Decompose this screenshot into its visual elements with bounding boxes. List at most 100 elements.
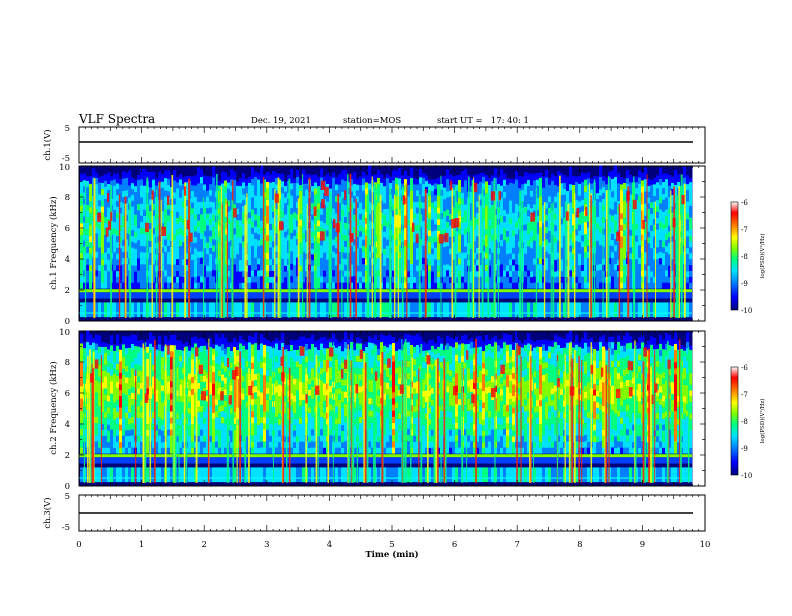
spectrogram-cell [545,190,548,196]
spectrogram-cell [317,232,320,238]
spectrogram-cell [116,224,119,230]
spectrogram-cell [143,210,146,216]
spectrogram-cell [101,342,104,347]
spectrogram-cell [107,355,110,361]
spectrogram-cell [173,270,176,276]
spectrogram-cell [95,447,98,453]
spectrogram-cell [269,259,272,265]
transient-streak [152,194,153,318]
spectrogram-cell [137,222,140,228]
spectrogram-cell [464,210,467,216]
spectrogram-cell [140,228,143,234]
spectrogram-cell [311,266,314,272]
spectrogram-cell [269,230,272,236]
ch2-spectrogram-panel: 0 2 4 6 8 10 ch.2 Frequency (kHz) [48,328,705,492]
spectrogram-cell [428,271,431,277]
spectrogram-cell [194,243,197,249]
spectrogram-cell [503,258,506,264]
spectrogram-cell [464,246,467,252]
spectrogram-cell [161,182,164,188]
spectrogram-cell [515,246,518,252]
spectrogram-cell [101,183,104,189]
spectrogram-cell [107,367,110,373]
spectrogram-cell [413,248,416,254]
spectrogram-cell [104,253,107,259]
spectrogram-cell [239,186,242,192]
spectrogram-cell [665,209,668,215]
intensity-patch [439,234,444,243]
spectrogram-cell [98,359,101,365]
spectrogram-cell [164,270,167,276]
spectrogram-cell [446,197,449,203]
spectrogram-cell [518,182,521,188]
spectrogram-cell [311,302,314,317]
spectrogram-cell [578,259,581,265]
intensity-patch [412,223,414,232]
spectrogram-cell [299,179,302,185]
spectrogram-cell [326,196,329,202]
spectrogram-cell [95,411,98,417]
transient-streak [244,205,246,318]
spectrogram-cell [116,195,119,201]
spectrogram-cell [161,385,164,391]
spectrogram-cell [113,345,116,351]
spectrogram-cell [650,254,653,260]
spectrogram-cell [527,216,530,222]
spectrogram-cell [533,198,536,204]
transient-streak [188,179,190,318]
spectrogram-cell [269,200,272,206]
spectrogram-cell [143,282,146,288]
spectrogram-cell [113,252,116,258]
transient-streak [280,200,282,318]
spectrogram-cell [545,302,548,317]
spectrogram-cell [443,282,446,288]
spectrogram-cell [86,176,89,180]
spectrogram-cell [455,176,458,185]
spectrogram-cell [80,259,83,265]
spectrogram-cell [395,239,398,245]
spectrogram-cell [506,208,509,214]
spectrogram-cell [128,371,131,377]
spectrogram-cell [656,235,659,241]
spectrogram-cell [269,265,272,271]
spectrogram-cell [191,176,194,185]
spectrogram-cell [209,213,212,219]
spectrogram-cell [311,192,314,198]
spectrogram-cell [116,335,119,346]
spectrogram-cell [656,218,659,224]
spectrogram-cell [317,203,320,209]
spectrogram-cell [410,215,413,221]
spectrogram-cell [80,181,83,187]
transient-streak [347,174,348,318]
spectrogram-cell [359,231,362,237]
spectrogram-cell [116,447,119,453]
spectrogram-cell [167,264,170,270]
spectrogram-cell [164,178,167,184]
spectrogram-cell [101,265,104,271]
spectrogram-cell [410,190,413,196]
spectrogram-cell [125,354,128,360]
spectrogram-cell [515,228,518,234]
spectrogram-cell [686,190,689,196]
spectrogram-cell [428,201,431,207]
spectrogram-cell [662,302,665,317]
spectrogram-cell [317,254,320,260]
spectrogram-cell [116,412,119,418]
spectrogram-cell [506,265,509,271]
spectrogram-cell [596,253,599,259]
spectrogram-cell [239,277,242,283]
spectrogram-cell [623,230,626,236]
spectrogram-cell [464,258,467,264]
spectrogram-cell [122,393,125,399]
spectrogram-cell [188,351,191,357]
spectrogram-cell [689,229,692,235]
spectrogram-cell [191,271,194,277]
spectrogram-cell [104,400,107,406]
spectrogram-cell [602,176,605,181]
spectrogram-cell [620,190,623,196]
spectrogram-cell [554,237,557,243]
spectrogram-cell [659,264,662,270]
spectrogram-cell [128,354,131,360]
spectrogram-cell [137,252,140,258]
spectrogram-cell [122,411,125,417]
